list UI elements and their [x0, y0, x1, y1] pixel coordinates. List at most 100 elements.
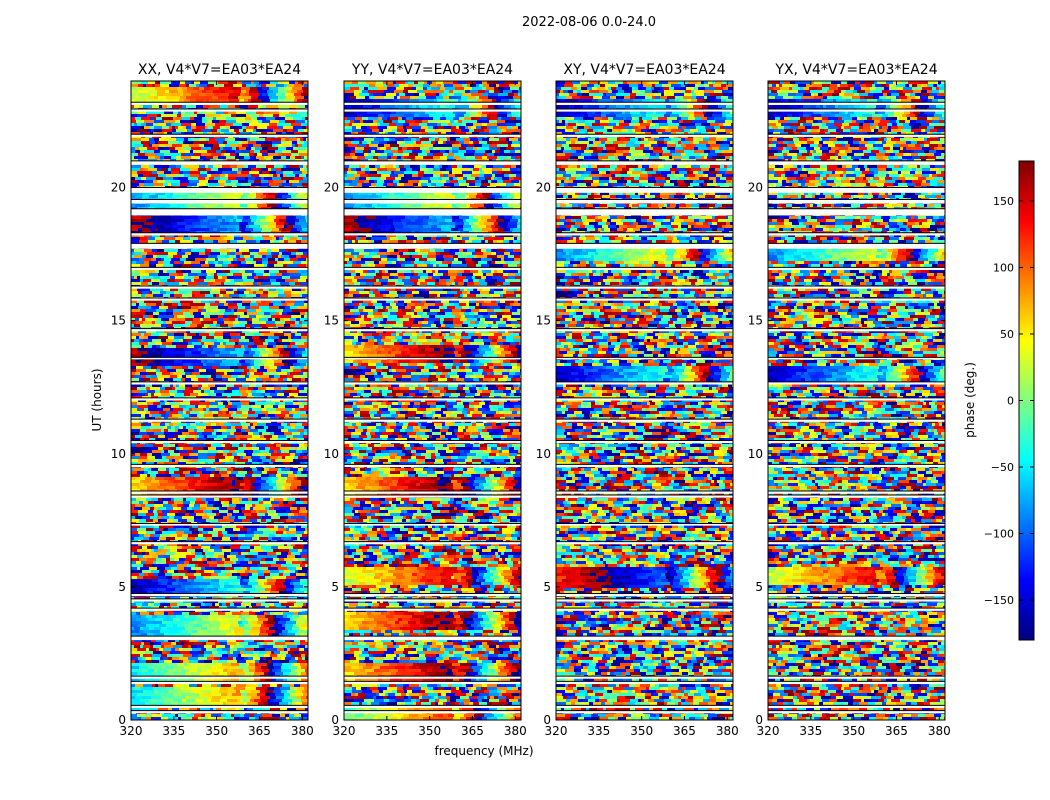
phase-cell [172, 387, 175, 390]
phase-cell [136, 498, 146, 501]
phase-cell [169, 486, 175, 489]
phase-cell [147, 315, 153, 318]
phase-cell [298, 234, 302, 237]
phase-cell [136, 99, 143, 102]
phase-cell [283, 531, 286, 534]
phase-cell [245, 258, 253, 261]
phase-cell [283, 174, 286, 177]
phase-cell [209, 516, 214, 519]
phase-cell [225, 456, 234, 459]
phase-cell [146, 615, 152, 618]
phase-cell [262, 147, 268, 150]
phase-cell [131, 84, 138, 87]
phase-cell [265, 315, 271, 318]
phase-cell [198, 237, 202, 240]
phase-cell [215, 300, 219, 303]
phase-cell [139, 483, 144, 486]
phase-cell [181, 525, 184, 528]
phase-cell [269, 606, 276, 609]
phase-cell [172, 459, 175, 462]
phase-cell [156, 552, 166, 555]
phase-cell [235, 318, 238, 321]
phase-cell [192, 219, 200, 222]
phase-cell [192, 462, 200, 465]
phase-cell [278, 258, 284, 261]
phase-cell [251, 288, 259, 291]
phase-cell [170, 603, 177, 606]
phase-cell [197, 279, 204, 282]
phase-cell [299, 180, 308, 183]
phase-cell [284, 258, 290, 261]
phase-cell [217, 429, 226, 432]
phase-cell [158, 435, 165, 438]
phase-cell [186, 84, 189, 87]
phase-cell [281, 444, 284, 447]
phase-cell [243, 279, 247, 282]
phase-cell [138, 462, 142, 465]
phase-cell [300, 462, 305, 465]
phase-cell [225, 174, 228, 177]
phase-cell [140, 237, 147, 240]
phase-cell [157, 132, 164, 135]
phase-cell [273, 129, 283, 132]
phase-cell [295, 174, 299, 177]
phase-cell [147, 345, 152, 348]
phase-cell [131, 279, 136, 282]
phase-cell [220, 105, 228, 108]
phase-cell [172, 99, 179, 102]
phase-cell [295, 120, 305, 123]
phase-cell [177, 315, 185, 318]
phase-cell [140, 168, 143, 171]
phase-cell [234, 234, 240, 237]
phase-cell [211, 543, 215, 546]
phase-cell [191, 126, 196, 129]
phase-cell [182, 87, 187, 90]
phase-cell [230, 525, 236, 528]
phase-cell [293, 507, 297, 510]
phase-cell [270, 240, 274, 243]
phase-cell [162, 117, 168, 120]
phase-cell [217, 129, 221, 132]
phase-cell [224, 582, 229, 585]
phase-cell [224, 561, 233, 564]
phase-cell [282, 339, 292, 342]
phase-cell [195, 483, 200, 486]
phase-cell [206, 168, 211, 171]
phase-cell [201, 273, 207, 276]
phase-cell [259, 516, 262, 519]
phase-cell [141, 165, 149, 168]
phase-cell [181, 378, 185, 381]
phase-cell [248, 561, 252, 564]
phase-cell [135, 195, 142, 198]
phase-cell [165, 567, 171, 570]
phase-cell [165, 435, 174, 438]
phase-cell [260, 195, 266, 198]
phase-cell [244, 558, 249, 561]
phase-cell [172, 303, 178, 306]
phase-cell [232, 573, 240, 576]
phase-cell [165, 471, 169, 474]
phase-cell [164, 258, 171, 261]
phase-cell [252, 504, 255, 507]
phase-cell [172, 105, 182, 108]
phase-cell [246, 129, 253, 132]
phase-cell [290, 348, 297, 351]
phase-cell [239, 417, 247, 420]
phase-cell [235, 342, 238, 345]
phase-cell [131, 339, 134, 342]
phase-cell [256, 111, 264, 114]
phase-cell [177, 489, 183, 492]
phase-cell [245, 177, 248, 180]
phase-cell [281, 153, 291, 156]
phase-cell [296, 531, 304, 534]
phase-cell [292, 87, 302, 90]
phase-cell [160, 84, 169, 87]
phase-cell [137, 471, 144, 474]
phase-cell [215, 567, 225, 570]
phase-cell [204, 360, 207, 363]
phase-cell [305, 288, 308, 291]
phase-cell [245, 87, 250, 90]
phase-cell [219, 423, 224, 426]
phase-cell [181, 507, 187, 510]
phase-cell [226, 117, 236, 120]
